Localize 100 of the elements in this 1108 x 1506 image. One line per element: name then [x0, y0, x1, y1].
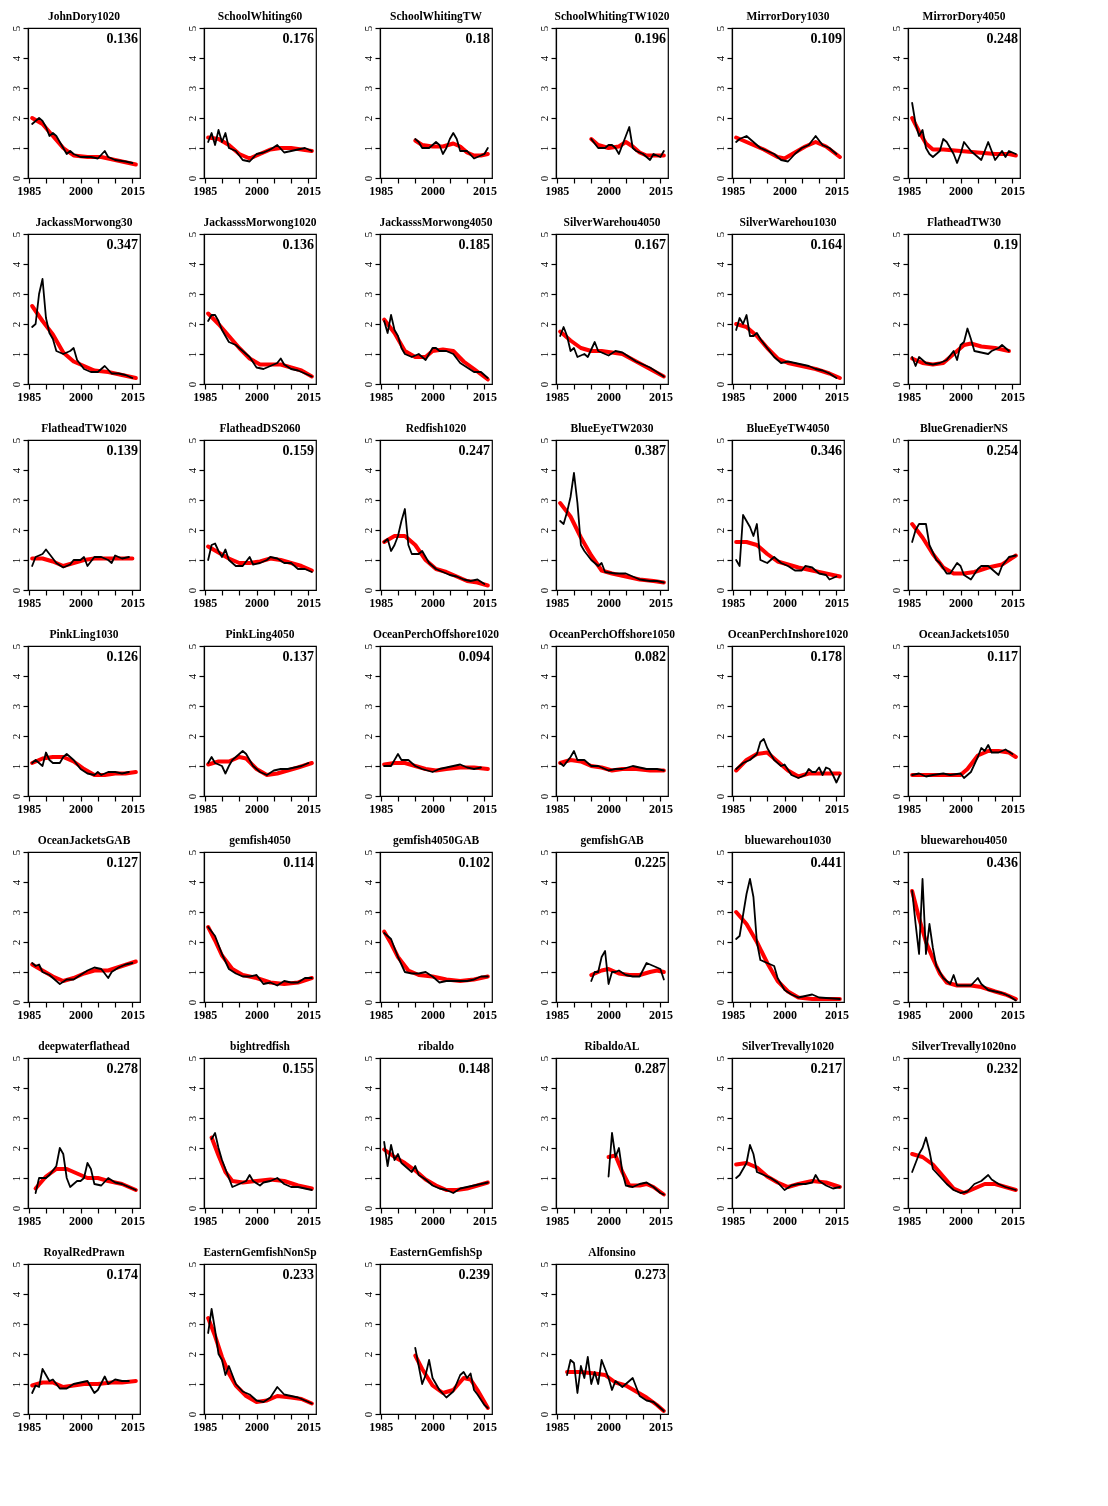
chart-title: gemfish4050GAB	[392, 833, 480, 847]
x-tick-label: 2000	[245, 595, 270, 610]
chart-title: RibaldoAL	[584, 1039, 640, 1052]
annotation: 0.164	[810, 237, 842, 252]
x-tick-label: 2015	[824, 1007, 849, 1022]
y-tick-label: 0	[889, 587, 902, 594]
y-tick-label: 0	[713, 999, 726, 1006]
y-tick-label: 1	[713, 763, 726, 770]
annotation: 0.19	[993, 237, 1018, 252]
x-tick-label: 2015	[472, 1213, 497, 1228]
y-tick-label: 2	[889, 115, 902, 122]
x-tick-label: 1985	[17, 183, 42, 198]
x-tick-label: 2000	[245, 1007, 270, 1022]
y-tick-label: 2	[537, 321, 550, 328]
x-tick-label: 1985	[721, 801, 746, 816]
y-tick-label: 4	[9, 467, 22, 474]
x-tick-label: 1985	[721, 183, 746, 198]
x-tick-label: 2000	[949, 595, 974, 610]
y-tick-label: 2	[889, 321, 902, 328]
x-tick-label: 2015	[472, 1419, 497, 1434]
x-tick-label: 2000	[773, 183, 798, 198]
chart-title: SchoolWhitingTW	[389, 9, 483, 23]
x-tick-label: 2000	[69, 1007, 94, 1022]
y-tick-label: 3	[361, 1115, 374, 1122]
y-tick-label: 5	[361, 231, 374, 238]
y-tick-label: 0	[361, 381, 374, 388]
annotation: 0.225	[634, 855, 666, 870]
x-tick-label: 2000	[949, 801, 974, 816]
x-tick-label: 2015	[296, 1419, 321, 1434]
chart-title: bluewarehou1030	[744, 833, 832, 846]
x-tick-label: 2000	[69, 801, 94, 816]
chart-title: BlueEyeTW2030	[570, 421, 654, 435]
y-tick-label: 3	[889, 497, 902, 504]
annotation: 0.082	[634, 649, 666, 664]
x-tick-label: 2015	[648, 801, 673, 816]
y-tick-label: 5	[361, 25, 374, 32]
x-tick-label: 2000	[949, 389, 974, 404]
y-tick-label: 5	[537, 643, 550, 650]
y-tick-label: 1	[9, 763, 22, 770]
y-tick-label: 1	[9, 1175, 22, 1182]
chart-title: Alfonsino	[588, 1245, 636, 1258]
y-tick-label: 4	[889, 879, 902, 886]
y-tick-label: 3	[9, 291, 22, 298]
y-tick-label: 5	[185, 1261, 198, 1268]
y-tick-label: 5	[537, 437, 550, 444]
y-tick-label: 4	[361, 1085, 374, 1092]
annotation: 0.126	[106, 649, 138, 664]
x-tick-label: 2015	[824, 183, 849, 198]
y-tick-label: 5	[185, 1055, 198, 1062]
chart-title: SilverTrevally1020no	[911, 1039, 1017, 1053]
y-tick-label: 4	[713, 55, 726, 62]
y-tick-label: 2	[537, 1351, 550, 1358]
y-tick-label: 0	[361, 1205, 374, 1212]
annotation: 0.233	[282, 1267, 314, 1282]
x-tick-label: 1985	[193, 1007, 218, 1022]
y-tick-label: 3	[537, 1321, 550, 1328]
y-tick-label: 4	[537, 467, 550, 474]
x-tick-label: 1985	[193, 1213, 218, 1228]
y-tick-label: 2	[889, 733, 902, 740]
y-tick-label: 2	[537, 527, 550, 534]
chart-title: PinkLing1030	[49, 627, 119, 641]
x-tick-label: 2015	[472, 801, 497, 816]
y-tick-label: 5	[537, 1261, 550, 1268]
y-tick-label: 4	[361, 673, 374, 680]
y-tick-label: 4	[9, 261, 22, 268]
y-tick-label: 1	[537, 351, 550, 358]
y-tick-label: 4	[713, 1085, 726, 1092]
y-tick-label: 0	[361, 175, 374, 182]
x-tick-label: 1985	[193, 1419, 218, 1434]
x-tick-label: 2000	[69, 1419, 94, 1434]
x-tick-label: 2015	[648, 595, 673, 610]
x-tick-label: 2000	[245, 801, 270, 816]
x-tick-label: 2000	[421, 1419, 446, 1434]
y-tick-label: 3	[713, 291, 726, 298]
y-tick-label: 3	[889, 909, 902, 916]
y-tick-label: 5	[713, 849, 726, 856]
y-tick-label: 0	[9, 1205, 22, 1212]
y-tick-label: 2	[185, 1351, 198, 1358]
y-tick-label: 4	[361, 261, 374, 268]
y-tick-label: 5	[9, 231, 22, 238]
y-tick-label: 1	[889, 969, 902, 976]
chart-title: EasternGemfishSp	[389, 1245, 483, 1259]
y-tick-label: 0	[9, 381, 22, 388]
y-tick-label: 2	[537, 733, 550, 740]
x-tick-label: 1985	[897, 1213, 922, 1228]
y-tick-label: 1	[185, 1175, 198, 1182]
y-tick-label: 2	[537, 1145, 550, 1152]
annotation: 0.094	[458, 649, 490, 664]
y-tick-label: 2	[889, 527, 902, 534]
y-tick-label: 0	[9, 1411, 22, 1418]
annotation: 0.159	[282, 443, 314, 458]
annotation: 0.441	[810, 855, 842, 870]
x-tick-label: 2000	[421, 1213, 446, 1228]
x-tick-label: 2000	[597, 389, 622, 404]
x-tick-label: 2000	[421, 1007, 446, 1022]
y-tick-label: 4	[185, 879, 198, 886]
y-tick-label: 5	[9, 437, 22, 444]
y-tick-label: 3	[713, 497, 726, 504]
x-tick-label: 2015	[1000, 801, 1025, 816]
y-tick-label: 4	[537, 55, 550, 62]
